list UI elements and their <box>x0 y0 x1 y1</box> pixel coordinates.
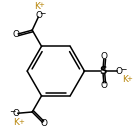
Text: K: K <box>34 2 40 11</box>
Text: O: O <box>36 11 43 20</box>
Text: O: O <box>13 109 19 118</box>
Text: O: O <box>13 30 20 39</box>
Text: +: + <box>38 2 44 9</box>
Text: −: − <box>120 65 126 74</box>
Text: S: S <box>99 66 107 76</box>
Text: +: + <box>127 76 132 82</box>
Text: −: − <box>9 107 15 116</box>
Text: K: K <box>122 75 128 85</box>
Text: O: O <box>100 52 107 61</box>
Text: −: − <box>39 9 46 18</box>
Text: O: O <box>40 119 47 128</box>
Text: +: + <box>18 119 24 125</box>
Text: O: O <box>100 81 107 90</box>
Text: O: O <box>115 67 122 76</box>
Text: K: K <box>14 118 19 127</box>
